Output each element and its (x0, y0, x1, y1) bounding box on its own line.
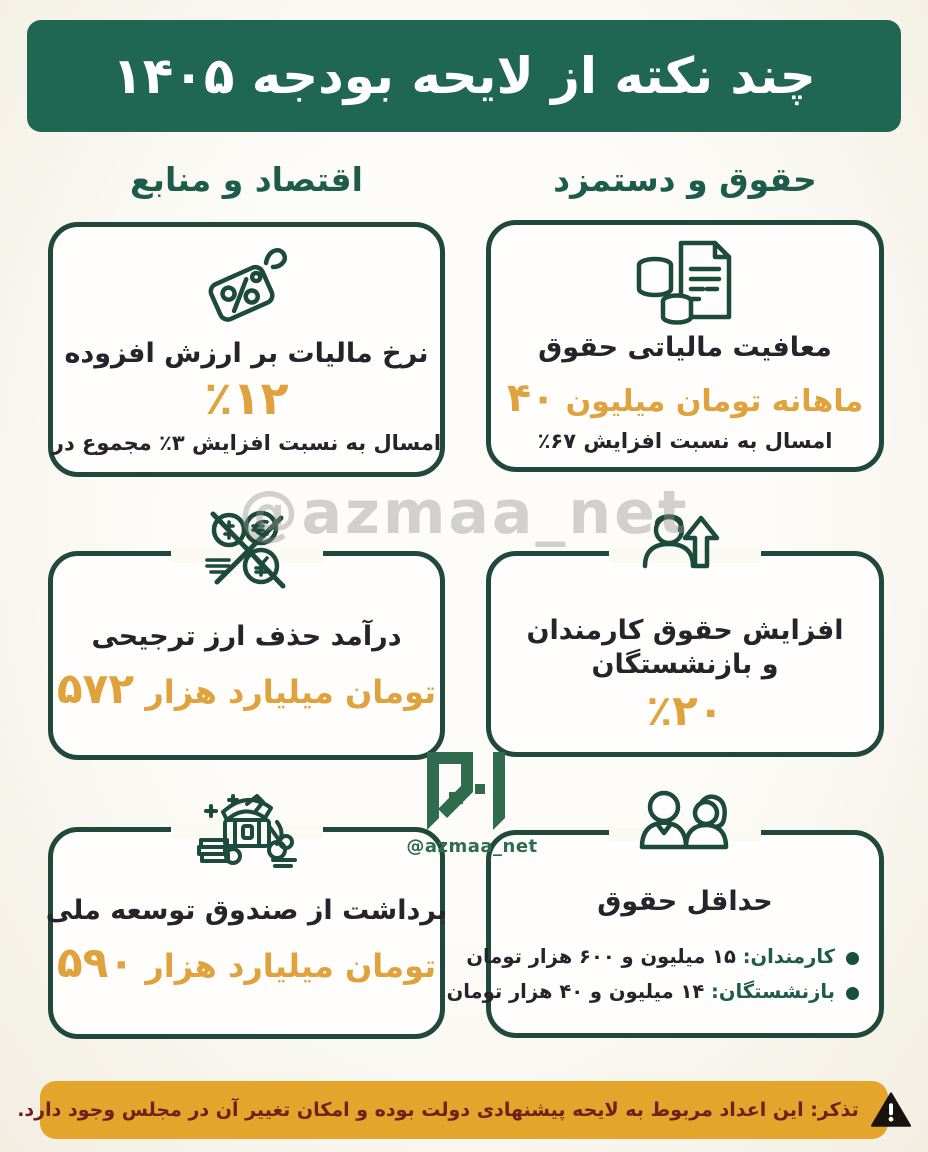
price-tag-percent-icon (192, 237, 302, 337)
card-title: نرخ مالیات بر ارزش افزوده (64, 338, 429, 369)
card-title: افزایش حقوق کارمندان و بازنشستگان (526, 615, 844, 680)
card-subtitle: در مجموع ٪۳ افزایش نسبت به امسال (51, 431, 442, 456)
bullet-label: بازنشستگان: (711, 979, 835, 1003)
bullet-value: ۱۴ میلیون و ۴۰ هزار تومان (446, 979, 705, 1003)
card-title: برداشت از صندوق توسعه ملی (45, 895, 448, 926)
no-currency-icon (182, 500, 312, 608)
card-value: ٪۱۲ (204, 370, 289, 425)
card-vat-rate: نرخ مالیات بر ارزش افزوده ٪۱۲ در مجموع ٪… (48, 222, 445, 477)
card-salary-increase: افزایش حقوق کارمندان و بازنشستگان ٪۲۰ (486, 514, 884, 757)
azmaa-logo-mark (427, 752, 505, 830)
card-title: حداقل حقوق (597, 886, 773, 917)
watermark-small-text: @azmaa_net (406, 836, 538, 857)
card-subtitle: ٪۶۷ افزایش نسبت به امسال (537, 428, 833, 453)
treasure-chest-icon (182, 776, 312, 884)
card-title: معافیت مالیاتی حقوق (538, 332, 832, 363)
person-arrow-up-icon (620, 500, 750, 608)
bullet-retirees: بازنشستگان: ۱۴ میلیون و ۴۰ هزار تومان (447, 979, 867, 1003)
bullet-employees: کارمندان: ۱۵ میلیون و ۶۰۰ هزار تومان (466, 944, 867, 968)
page-title: چند نکته از لایحه بودجه ۱۴۰۵ (27, 20, 901, 132)
card-title: درآمد حذف ارز ترجیحی (91, 621, 402, 652)
card-preferential-currency: درآمد حذف ارز ترجیحی ۵۷۲ هزار میلیارد تو… (48, 510, 445, 760)
minimum-salary-bullets: کارمندان: ۱۵ میلیون و ۶۰۰ هزار تومان باز… (447, 933, 867, 1003)
azmaa-logo: @azmaa_net (392, 748, 552, 857)
bullet-label: کارمندان: (742, 944, 836, 968)
footer-note-text: تذکر: این اعداد مربوط به لایحه پیشنهادی … (17, 1099, 859, 1121)
two-people-icon (620, 779, 750, 887)
card-salary-tax-exemption: معافیت مالیاتی حقوق ۴۰ میلیون تومان ماها… (486, 220, 884, 472)
warning-triangle-icon (870, 1092, 911, 1128)
card-value: ۴۰ میلیون تومان ماهانه (506, 374, 864, 421)
card-value: ٪۲۰ (646, 685, 724, 735)
card-ndf-withdrawal: برداشت از صندوق توسعه ملی ۵۹۰ هزار میلیا… (45, 794, 448, 1039)
watermark-text: @azmaa_net (238, 478, 690, 548)
bullet-value: ۱۵ میلیون و ۶۰۰ هزار تومان (466, 944, 736, 968)
card-value: ۵۷۲ هزار میلیارد تومان (56, 663, 437, 713)
footer-note: تذکر: این اعداد مربوط به لایحه پیشنهادی … (17, 1081, 911, 1139)
column-header-salaries: حقوق و دستمزد (553, 160, 817, 199)
card-minimum-salary: حداقل حقوق کارمندان: ۱۵ میلیون و ۶۰۰ هزا… (447, 790, 884, 1038)
card-value: ۵۹۰ هزار میلیارد تومان (56, 937, 437, 987)
coins-document-icon (629, 235, 741, 331)
column-header-economy: اقتصاد و منابع (130, 160, 363, 199)
